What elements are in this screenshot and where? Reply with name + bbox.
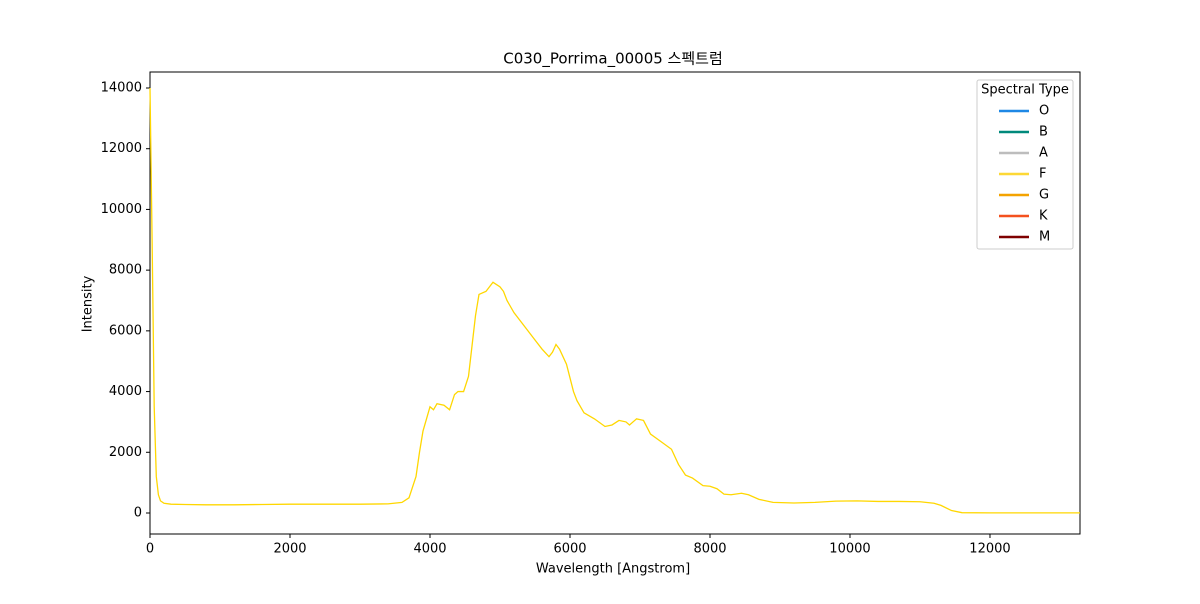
y-axis-label: Intensity (81, 275, 96, 332)
spectrum-line (149, 87, 1080, 514)
legend-label: G (1039, 188, 1049, 203)
legend-label: A (1039, 146, 1048, 161)
y-tick-label: 14000 (101, 80, 142, 95)
x-tick-label: 12000 (969, 542, 1010, 557)
y-tick-label: 4000 (109, 384, 142, 399)
x-tick-label: 2000 (273, 542, 306, 557)
legend-label: O (1039, 104, 1049, 119)
y-tick-label: 12000 (101, 141, 142, 156)
y-tick-label: 10000 (101, 202, 142, 217)
legend-label: M (1039, 230, 1050, 245)
y-tick-label: 6000 (109, 323, 142, 338)
x-tick-label: 10000 (829, 542, 870, 557)
x-tick-label: 0 (146, 542, 154, 557)
x-tick-label: 6000 (553, 542, 586, 557)
legend-label: K (1039, 209, 1048, 224)
y-tick-label: 2000 (109, 445, 142, 460)
y-tick-label: 0 (134, 505, 142, 520)
x-axis-label: Wavelength [Angstrom] (536, 562, 690, 577)
y-tick-label: 8000 (109, 263, 142, 278)
x-tick-label: 8000 (693, 542, 726, 557)
plot-frame (149, 71, 1081, 535)
legend-label: F (1039, 167, 1046, 182)
chart-title: C030_Porrima_00005 스펙트럼 (503, 50, 723, 69)
legend-title: Spectral Type (981, 83, 1069, 98)
legend-box (976, 79, 1074, 250)
x-tick-label: 4000 (413, 542, 446, 557)
legend-label: B (1039, 125, 1048, 140)
